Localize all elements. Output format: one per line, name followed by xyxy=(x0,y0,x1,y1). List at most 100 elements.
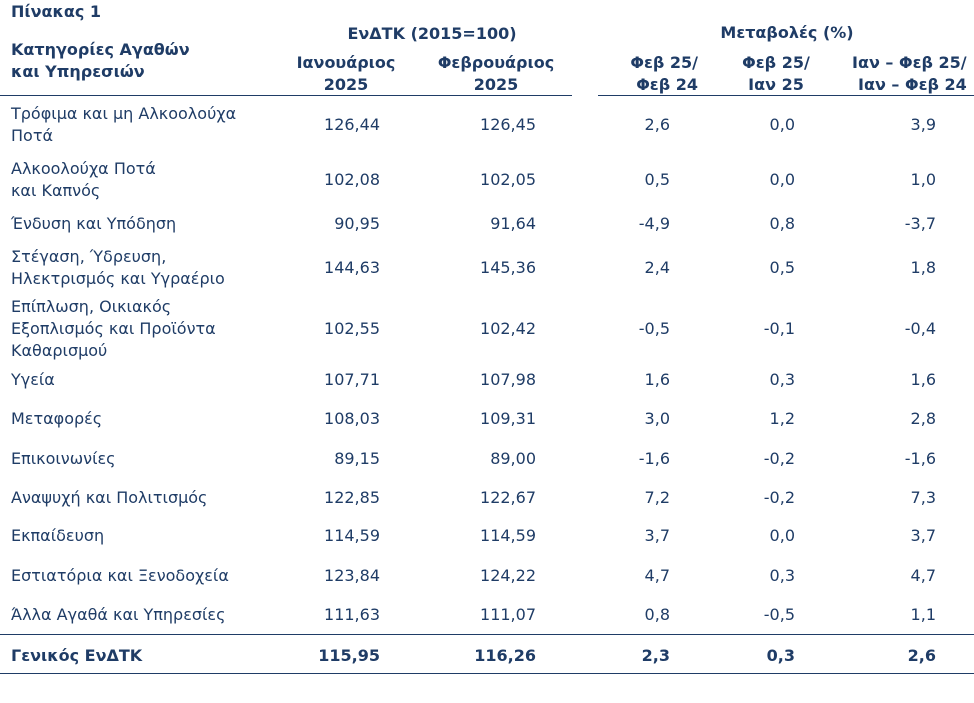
col-header-feb-line2: 2025 xyxy=(473,75,519,94)
row-value-c1: 0,8 xyxy=(644,605,670,624)
row-value-jan: 108,03 xyxy=(324,409,380,428)
col-header-jan: Ιανουάριος 2025 xyxy=(285,52,407,96)
row-value-jan: 89,15 xyxy=(334,449,380,468)
row-category-label: Αναψυχή και Πολιτισμός xyxy=(11,488,208,507)
total-rule-bottom xyxy=(0,673,974,674)
row-category-label: Καθαρισμού xyxy=(11,341,108,360)
row-value-feb: 122,67 xyxy=(480,488,536,507)
row-value-c2: 0,3 xyxy=(769,566,795,585)
row-value-jan: 90,95 xyxy=(334,214,380,233)
row-category-label: Ποτά xyxy=(11,126,53,145)
col-header-change2-line1: Φεβ 25/ xyxy=(742,53,810,72)
row-value-feb: 102,05 xyxy=(480,170,536,189)
row-value-c2: 0,0 xyxy=(769,526,795,545)
row-value-c3: 2,8 xyxy=(910,409,936,428)
row-value-c2: 0,5 xyxy=(769,258,795,277)
row-value-c2: 0,3 xyxy=(769,370,795,389)
row-value-feb: 124,22 xyxy=(480,566,536,585)
total-jan-value: 115,95 xyxy=(318,646,380,665)
row-category-label: Επικοινωνίες xyxy=(11,449,116,468)
category-header: Κατηγορίες Αγαθών και Υπηρεσιών xyxy=(11,39,190,83)
col-header-change3-line2: Ιαν – Φεβ 24 xyxy=(858,75,967,94)
row-category-label: Επίπλωση, Οικιακός xyxy=(11,297,172,316)
col-header-jan-line2: 2025 xyxy=(323,75,369,94)
col-header-change3-line1: Ιαν – Φεβ 25/ xyxy=(852,53,967,72)
row-category-label: Εξοπλισμός και Προϊόντα xyxy=(11,319,216,338)
row-value-c3: -0,4 xyxy=(904,319,936,338)
row-value-c1: 4,7 xyxy=(644,566,670,585)
row-category-label: και Καπνός xyxy=(11,181,101,200)
row-value-c2: -0,2 xyxy=(763,488,795,507)
row-value-c1: 3,7 xyxy=(644,526,670,545)
col-header-change1-line1: Φεβ 25/ xyxy=(630,53,698,72)
row-value-c2: 0,0 xyxy=(769,115,795,134)
row-value-c3: 7,3 xyxy=(910,488,936,507)
row-category-label: Άλλα Αγαθά και Υπηρεσίες xyxy=(11,605,226,624)
index-group-header: ΕνΔΤΚ (2015=100) xyxy=(347,24,517,43)
row-value-jan: 122,85 xyxy=(324,488,380,507)
total-change3-value: 2,6 xyxy=(907,646,936,665)
col-header-change3: Ιαν – Φεβ 25/ Ιαν – Φεβ 24 xyxy=(852,52,974,96)
row-category-label: Υγεία xyxy=(11,370,55,389)
row-value-jan: 126,44 xyxy=(324,115,380,134)
category-header-line2: και Υπηρεσιών xyxy=(11,62,145,81)
row-category-label: Εστιατόρια και Ξενοδοχεία xyxy=(11,566,229,585)
total-label: Γενικός ΕνΔΤΚ xyxy=(11,646,143,665)
row-value-c1: -1,6 xyxy=(638,449,670,468)
row-value-c1: 3,0 xyxy=(644,409,670,428)
header-rule-left xyxy=(0,95,572,96)
row-category-label: Ένδυση και Υπόδηση xyxy=(11,214,177,233)
row-value-c2: 0,0 xyxy=(769,170,795,189)
total-feb-value: 116,26 xyxy=(474,646,536,665)
row-value-c1: 2,6 xyxy=(644,115,670,134)
row-category-label: Στέγαση, Ύδρευση, xyxy=(11,247,167,266)
col-header-feb-line1: Φεβρουάριος xyxy=(437,53,555,72)
row-value-c1: 1,6 xyxy=(644,370,670,389)
row-value-c2: -0,2 xyxy=(763,449,795,468)
row-value-jan: 102,08 xyxy=(324,170,380,189)
total-rule-top xyxy=(0,634,974,635)
row-value-feb: 126,45 xyxy=(480,115,536,134)
row-value-c2: -0,1 xyxy=(763,319,795,338)
row-value-feb: 111,07 xyxy=(480,605,536,624)
row-category-label: Τρόφιμα και μη Αλκοολούχα xyxy=(11,104,237,123)
row-value-c3: 1,0 xyxy=(910,170,936,189)
total-change1-value: 2,3 xyxy=(641,646,670,665)
row-value-jan: 114,59 xyxy=(324,526,380,545)
row-category-label: Αλκοολούχα Ποτά xyxy=(11,159,156,178)
col-header-change1: Φεβ 25/ Φεβ 24 xyxy=(612,52,698,96)
col-header-feb: Φεβρουάριος 2025 xyxy=(422,52,570,96)
row-value-c1: -0,5 xyxy=(638,319,670,338)
row-value-jan: 111,63 xyxy=(324,605,380,624)
row-value-feb: 91,64 xyxy=(490,214,536,233)
row-value-c2: 0,8 xyxy=(769,214,795,233)
row-value-feb: 145,36 xyxy=(480,258,536,277)
row-value-c3: 3,7 xyxy=(910,526,936,545)
row-value-c3: 3,9 xyxy=(910,115,936,134)
changes-group-header: Μεταβολές (%) xyxy=(720,23,854,42)
row-value-c2: 1,2 xyxy=(769,409,795,428)
row-value-c1: 0,5 xyxy=(644,170,670,189)
header-rule-right xyxy=(598,95,974,96)
col-header-change2: Φεβ 25/ Ιαν 25 xyxy=(727,52,825,96)
row-value-c1: 2,4 xyxy=(644,258,670,277)
col-header-change1-line2: Φεβ 24 xyxy=(636,75,698,94)
row-category-label: Εκπαίδευση xyxy=(11,526,105,545)
row-category-label: Μεταφορές xyxy=(11,409,103,428)
row-value-jan: 107,71 xyxy=(324,370,380,389)
row-value-c3: 1,1 xyxy=(910,605,936,624)
row-value-c1: -4,9 xyxy=(638,214,670,233)
row-value-c3: 1,8 xyxy=(910,258,936,277)
row-value-c2: -0,5 xyxy=(763,605,795,624)
row-value-c3: 1,6 xyxy=(910,370,936,389)
total-change2-value: 0,3 xyxy=(766,646,795,665)
row-value-feb: 89,00 xyxy=(490,449,536,468)
row-value-feb: 102,42 xyxy=(480,319,536,338)
row-value-feb: 109,31 xyxy=(480,409,536,428)
col-header-change2-line2: Ιαν 25 xyxy=(748,75,804,94)
row-value-c3: -3,7 xyxy=(904,214,936,233)
table-title: Πίνακας 1 xyxy=(11,2,102,21)
row-value-jan: 144,63 xyxy=(324,258,380,277)
row-value-c1: 7,2 xyxy=(644,488,670,507)
category-header-line1: Κατηγορίες Αγαθών xyxy=(11,40,190,59)
